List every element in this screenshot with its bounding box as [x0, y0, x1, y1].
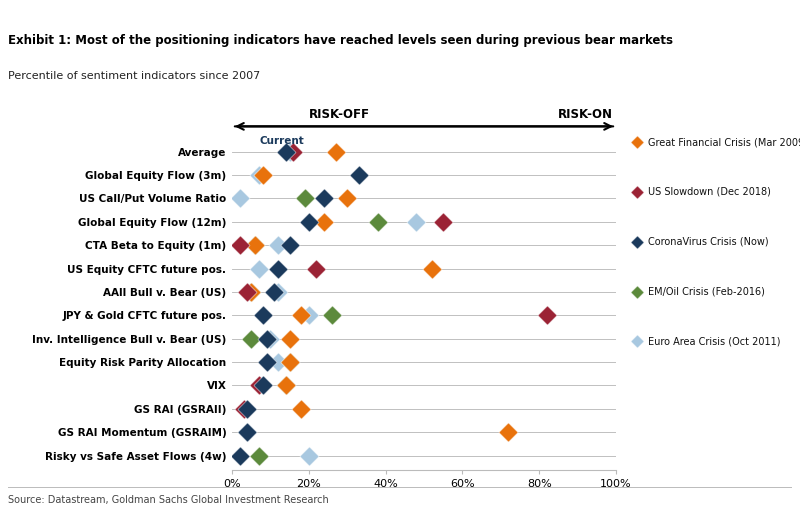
Point [371, 217, 384, 226]
Point [279, 381, 292, 390]
Point [631, 138, 644, 146]
Point [249, 241, 262, 249]
Point [631, 188, 644, 196]
Point [352, 171, 365, 179]
Point [279, 147, 292, 156]
Point [272, 358, 285, 366]
Point [437, 217, 450, 226]
Point [253, 264, 266, 272]
Text: EM/Oil Crisis (Feb-2016): EM/Oil Crisis (Feb-2016) [648, 286, 765, 296]
Point [294, 405, 307, 413]
Point [279, 381, 292, 390]
Point [298, 194, 311, 202]
Point [241, 405, 254, 413]
Point [302, 311, 315, 320]
Point [241, 428, 254, 436]
Text: RISK-OFF: RISK-OFF [309, 108, 370, 121]
Point [631, 238, 644, 246]
Point [234, 194, 246, 202]
Point [302, 217, 315, 226]
Text: US Slowdown (Dec 2018): US Slowdown (Dec 2018) [648, 187, 771, 197]
Point [341, 194, 354, 202]
Point [283, 147, 296, 156]
Point [256, 171, 269, 179]
Point [631, 288, 644, 296]
Point [426, 264, 438, 272]
Point [249, 241, 262, 249]
Point [318, 194, 330, 202]
Point [502, 428, 515, 436]
Point [234, 241, 246, 249]
Text: Percentile of sentiment indicators since 2007: Percentile of sentiment indicators since… [8, 71, 260, 81]
Point [256, 381, 269, 390]
Point [410, 217, 422, 226]
Point [631, 337, 644, 346]
Point [283, 358, 296, 366]
Point [272, 288, 285, 296]
Point [241, 428, 254, 436]
Text: Current: Current [259, 136, 304, 146]
Point [272, 264, 285, 272]
Point [283, 241, 296, 249]
Point [256, 311, 269, 320]
Text: Exhibit 1: Most of the positioning indicators have reached levels seen during pr: Exhibit 1: Most of the positioning indic… [8, 34, 673, 47]
Point [272, 241, 285, 249]
Point [253, 171, 266, 179]
Point [310, 264, 323, 272]
Point [260, 335, 273, 343]
Text: Source: Datastream, Goldman Sachs Global Investment Research: Source: Datastream, Goldman Sachs Global… [8, 495, 329, 504]
Point [241, 288, 254, 296]
Point [302, 452, 315, 460]
Point [245, 288, 258, 296]
Point [326, 311, 338, 320]
Point [264, 335, 277, 343]
Point [318, 217, 330, 226]
Point [268, 288, 281, 296]
Point [330, 147, 342, 156]
Point [283, 358, 296, 366]
Point [253, 452, 266, 460]
Point [287, 147, 300, 156]
Point [245, 288, 258, 296]
Point [234, 452, 246, 460]
Text: Euro Area Crisis (Oct 2011): Euro Area Crisis (Oct 2011) [648, 336, 781, 346]
Text: RISK-ON: RISK-ON [558, 108, 613, 121]
Point [541, 311, 554, 320]
Text: Great Financial Crisis (Mar 2009): Great Financial Crisis (Mar 2009) [648, 137, 800, 147]
Point [253, 381, 266, 390]
Point [260, 358, 273, 366]
Point [245, 335, 258, 343]
Point [237, 405, 250, 413]
Point [283, 335, 296, 343]
Point [294, 311, 307, 320]
Text: CoronaVirus Crisis (Now): CoronaVirus Crisis (Now) [648, 237, 769, 247]
